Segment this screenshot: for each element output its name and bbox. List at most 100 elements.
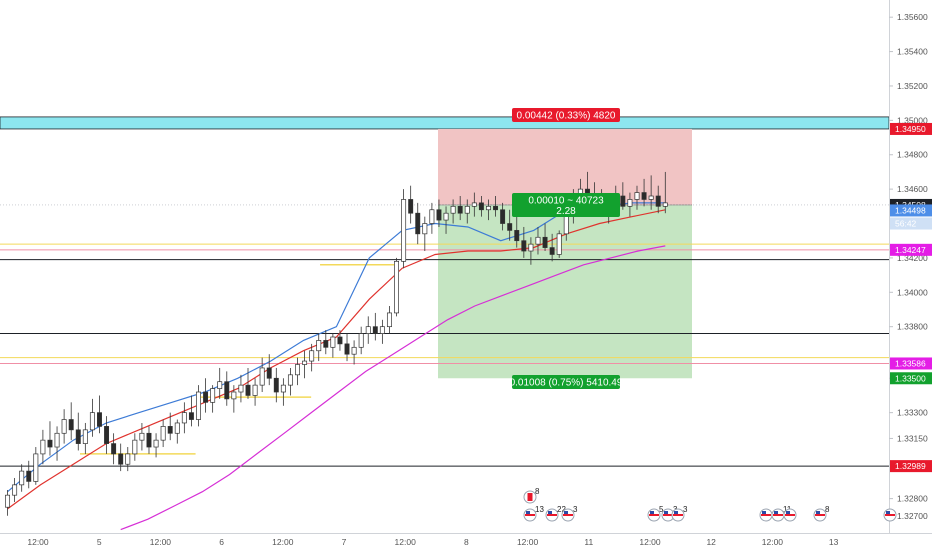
candle xyxy=(309,343,315,372)
candle-body xyxy=(118,453,124,465)
economic-event[interactable] xyxy=(759,508,773,522)
price-axis-tick-label: 1.34000 xyxy=(897,287,928,297)
candle-body xyxy=(464,205,470,214)
candle xyxy=(507,209,513,241)
candle xyxy=(330,333,336,358)
price-axis[interactable]: 1.35600 1.35400 1.35200 1.35000 1.34800 1.346… xyxy=(889,12,928,521)
candle xyxy=(238,374,244,403)
us-flag-canton xyxy=(564,511,568,514)
price-axis-tick-label: 1.34600 xyxy=(897,184,928,194)
candle-body xyxy=(634,192,640,200)
time-axis-tick-label: 12:00 xyxy=(27,537,49,547)
price-tag-text: 1.34950 xyxy=(895,124,926,134)
candle-body xyxy=(224,381,230,400)
candle-body xyxy=(33,453,39,482)
candle-body xyxy=(507,223,513,231)
us-flag-stripe xyxy=(663,514,673,516)
economic-event[interactable]: 22 xyxy=(545,505,566,522)
time-axis-tick-label: 12:00 xyxy=(639,537,661,547)
candle-body xyxy=(104,426,110,444)
candle-body xyxy=(408,199,414,214)
candle xyxy=(436,199,442,227)
candle-body xyxy=(5,494,11,508)
economic-event[interactable] xyxy=(783,508,797,522)
us-flag-stripe xyxy=(773,514,783,516)
candle-body xyxy=(436,209,442,221)
time-axis[interactable]: 12:00 5 12:00 6 12:00 7 12:00 8 12:00 11 12:00 12 12… xyxy=(27,537,838,547)
candle xyxy=(493,196,499,217)
candle xyxy=(464,199,470,224)
event-count: 8 xyxy=(825,505,830,514)
candle xyxy=(365,316,371,344)
candle xyxy=(259,357,265,393)
us-flag-canton xyxy=(786,511,790,514)
candle-body xyxy=(528,243,534,252)
us-flag-canton xyxy=(762,511,766,514)
candle xyxy=(323,330,329,355)
candle xyxy=(273,367,279,403)
time-axis-tick-label: 12:00 xyxy=(762,537,784,547)
candle-body xyxy=(245,384,251,396)
price-tag-text: 1.34498 xyxy=(895,205,926,215)
candle xyxy=(443,206,449,234)
candle xyxy=(40,429,46,465)
candle-body xyxy=(188,412,194,420)
economic-event[interactable]: 5 xyxy=(647,505,664,522)
candle-body xyxy=(280,384,286,393)
price-tag-box xyxy=(890,372,932,385)
candle xyxy=(287,367,293,396)
economic-event[interactable]: 13 xyxy=(523,505,544,522)
event-count: 5 xyxy=(659,505,664,514)
candle xyxy=(295,357,300,386)
candle xyxy=(196,385,201,427)
candle xyxy=(181,402,187,434)
candle-body xyxy=(302,360,308,365)
candle-body xyxy=(231,391,237,400)
economic-event[interactable]: 8 xyxy=(813,505,830,522)
risk-zone[interactable] xyxy=(438,128,692,205)
price-tag: 56:42 xyxy=(890,217,932,230)
candle-body xyxy=(309,350,315,362)
candle xyxy=(394,257,400,317)
economic-event[interactable]: 8 xyxy=(523,487,540,504)
candle xyxy=(648,175,654,210)
time-axis-tick-label: 12:00 xyxy=(517,537,539,547)
long-moving-average-line xyxy=(120,245,666,531)
candle xyxy=(627,192,633,217)
candle-body xyxy=(287,374,293,386)
stop-loss-label-box xyxy=(512,108,620,122)
events-layer: 813223533118 xyxy=(523,487,897,522)
candle-body xyxy=(620,195,626,207)
resistance-zone xyxy=(0,116,890,130)
economic-event[interactable] xyxy=(883,508,897,522)
candle-body xyxy=(26,470,32,482)
candle xyxy=(167,412,173,441)
candle xyxy=(54,426,60,461)
candle xyxy=(245,367,251,399)
price-axis-tick-label: 1.33800 xyxy=(897,322,928,332)
candle xyxy=(125,447,131,472)
stop-loss-label-text: 0.00442 (0.33%) 4820 xyxy=(517,111,616,122)
candle-body xyxy=(111,443,117,455)
us-flag-stripe xyxy=(547,514,557,516)
candle-body xyxy=(379,326,385,334)
price-tag-text: 1.32989 xyxy=(895,461,926,471)
candle xyxy=(662,171,668,214)
time-axis-tick-label: 5 xyxy=(97,537,102,547)
candle xyxy=(655,185,661,214)
candle-body xyxy=(556,233,562,255)
candle-body xyxy=(47,439,53,448)
time-axis-tick-label: 6 xyxy=(219,537,224,547)
price-tag-box xyxy=(890,357,932,370)
candle xyxy=(415,202,421,245)
candle-body xyxy=(19,470,25,486)
us-flag-canton xyxy=(650,511,654,514)
economic-event[interactable]: 3 xyxy=(671,505,688,522)
event-count: 22 xyxy=(557,505,566,514)
economic-event[interactable]: 3 xyxy=(561,505,578,522)
candle-body xyxy=(273,377,279,393)
candle xyxy=(514,216,520,248)
risk-reward-label-text: 2.28 xyxy=(556,206,576,217)
time-axis-tick-label: 7 xyxy=(342,537,347,547)
